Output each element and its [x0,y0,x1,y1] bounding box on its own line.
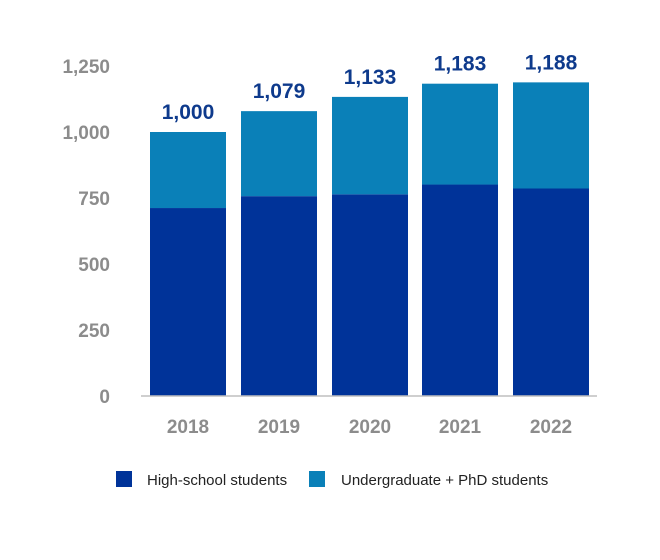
y-tick-label: 250 [78,321,110,342]
y-tick-label: 750 [78,189,110,210]
x-tick-label: 2021 [439,417,482,438]
x-tick-label: 2022 [530,417,572,438]
y-tick-label: 1,250 [62,57,110,78]
legend-swatch-high-school [116,471,132,487]
x-axis: 2018 2019 2020 2021 2022 [167,417,572,438]
legend-label-undergrad-phd: Undergraduate + PhD students [341,472,548,489]
bar-segment-undergrad-phd-2019 [241,111,317,197]
bar-segment-undergrad-phd-2020 [332,96,408,195]
y-tick-label: 500 [78,255,110,276]
total-label: 1,079 [253,80,306,103]
bar-segment-high-school-2022 [513,188,589,396]
bar-segment-undergrad-phd-2021 [422,83,498,185]
x-tick-label: 2020 [349,417,391,438]
bar-segment-undergrad-phd-2018 [150,132,226,209]
total-label: 1,000 [162,101,215,124]
bar-segment-undergrad-phd-2022 [513,82,589,189]
y-tick-label: 0 [99,387,110,408]
bar-segment-high-school-2020 [332,194,408,396]
total-labels: 1,000 1,079 1,133 1,183 1,188 [162,51,578,124]
total-label: 1,183 [434,53,487,76]
legend-swatch-undergrad-phd [309,471,325,487]
legend-label-high-school: High-school students [147,472,287,489]
bar-segment-high-school-2019 [241,196,317,396]
y-axis: 0 250 500 750 1,000 1,250 [62,57,110,408]
bar-segment-high-school-2021 [422,184,498,396]
x-tick-label: 2018 [167,417,209,438]
total-label: 1,188 [525,51,578,74]
bars [150,82,589,396]
bar-segment-high-school-2018 [150,208,226,396]
total-label: 1,133 [344,66,397,89]
y-tick-label: 1,000 [62,123,110,144]
legend: High-school students Undergraduate + PhD… [116,471,548,489]
x-tick-label: 2019 [258,417,300,438]
